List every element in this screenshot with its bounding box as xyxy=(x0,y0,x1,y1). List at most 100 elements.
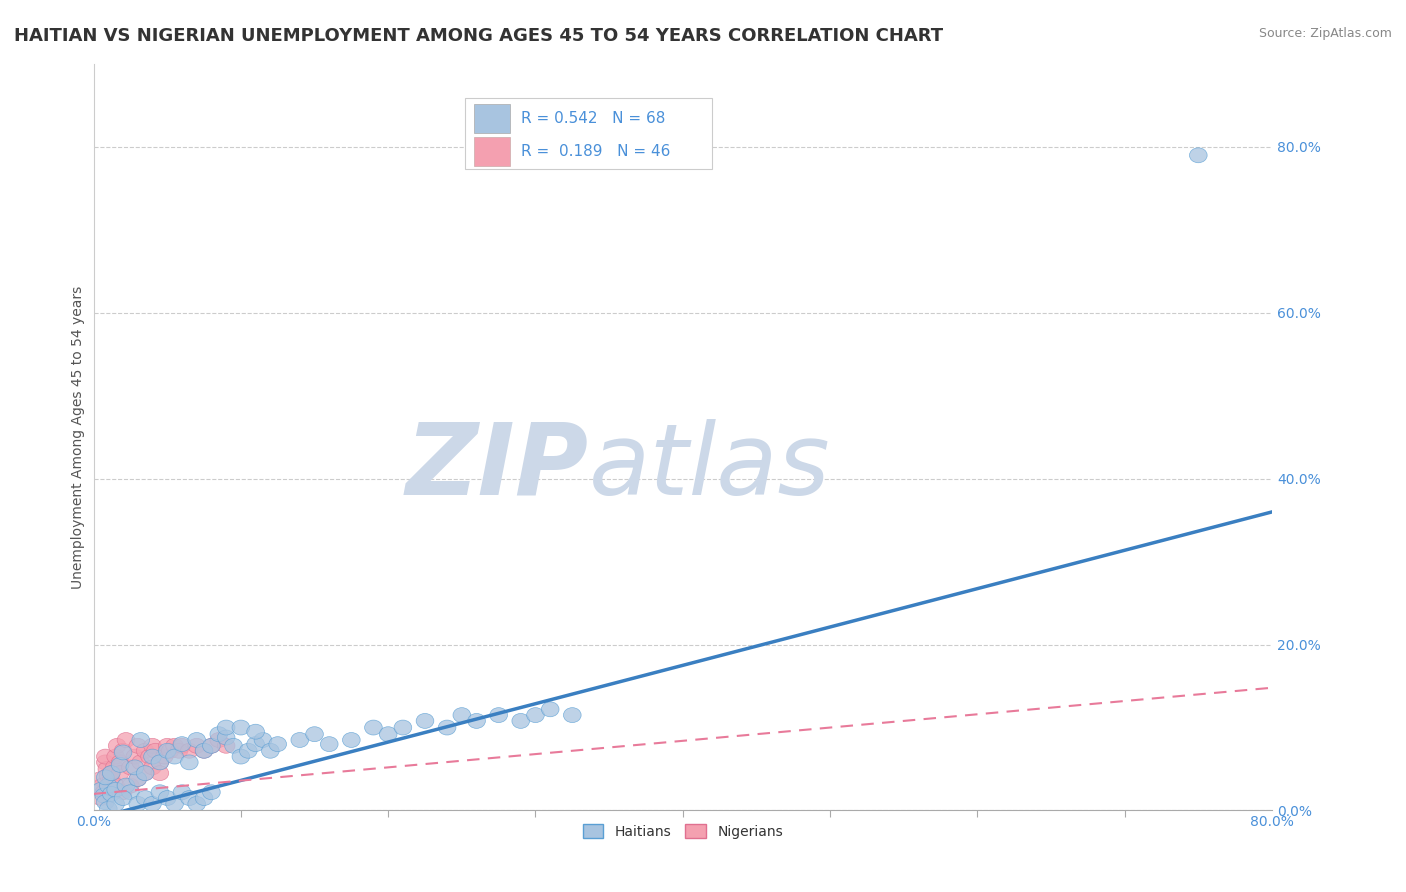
Ellipse shape xyxy=(114,745,132,760)
Ellipse shape xyxy=(166,749,183,764)
Text: HAITIAN VS NIGERIAN UNEMPLOYMENT AMONG AGES 45 TO 54 YEARS CORRELATION CHART: HAITIAN VS NIGERIAN UNEMPLOYMENT AMONG A… xyxy=(14,27,943,45)
Ellipse shape xyxy=(150,755,169,770)
Ellipse shape xyxy=(180,755,198,770)
Ellipse shape xyxy=(94,778,111,793)
Ellipse shape xyxy=(527,707,544,723)
Ellipse shape xyxy=(111,765,129,780)
Ellipse shape xyxy=(173,785,191,800)
Ellipse shape xyxy=(136,765,155,780)
Ellipse shape xyxy=(103,787,120,801)
Ellipse shape xyxy=(121,785,139,800)
Ellipse shape xyxy=(100,801,117,816)
Ellipse shape xyxy=(107,778,125,793)
Ellipse shape xyxy=(394,720,412,735)
Ellipse shape xyxy=(173,737,191,752)
Ellipse shape xyxy=(188,739,205,753)
Ellipse shape xyxy=(107,782,125,797)
Ellipse shape xyxy=(305,727,323,741)
Ellipse shape xyxy=(202,785,221,800)
Ellipse shape xyxy=(114,743,132,758)
Ellipse shape xyxy=(136,765,155,780)
Ellipse shape xyxy=(93,772,110,787)
Ellipse shape xyxy=(143,797,162,812)
Ellipse shape xyxy=(232,720,250,735)
Ellipse shape xyxy=(108,739,127,753)
Ellipse shape xyxy=(111,757,129,772)
FancyBboxPatch shape xyxy=(465,97,713,169)
Ellipse shape xyxy=(136,790,155,805)
Ellipse shape xyxy=(468,714,485,729)
Ellipse shape xyxy=(143,760,162,775)
Ellipse shape xyxy=(162,743,179,758)
Ellipse shape xyxy=(159,790,176,805)
Ellipse shape xyxy=(114,790,132,805)
Ellipse shape xyxy=(218,739,235,753)
Ellipse shape xyxy=(416,714,434,729)
Ellipse shape xyxy=(321,737,337,752)
Ellipse shape xyxy=(218,720,235,735)
Ellipse shape xyxy=(156,749,173,764)
Ellipse shape xyxy=(209,727,228,741)
Ellipse shape xyxy=(121,778,139,793)
Ellipse shape xyxy=(195,790,212,805)
Ellipse shape xyxy=(143,739,162,753)
Ellipse shape xyxy=(97,795,114,810)
Ellipse shape xyxy=(111,755,129,770)
Ellipse shape xyxy=(129,739,146,753)
Ellipse shape xyxy=(107,749,125,764)
Ellipse shape xyxy=(202,739,221,753)
Ellipse shape xyxy=(489,707,508,723)
Ellipse shape xyxy=(195,743,212,758)
Ellipse shape xyxy=(173,739,191,753)
Ellipse shape xyxy=(114,785,132,800)
Ellipse shape xyxy=(150,765,169,780)
Ellipse shape xyxy=(129,772,146,787)
Ellipse shape xyxy=(262,743,280,758)
Ellipse shape xyxy=(117,732,135,747)
Text: atlas: atlas xyxy=(589,418,830,516)
Ellipse shape xyxy=(121,760,139,775)
Ellipse shape xyxy=(127,760,143,775)
Ellipse shape xyxy=(1189,148,1208,162)
Ellipse shape xyxy=(97,770,114,785)
Ellipse shape xyxy=(180,790,198,805)
Ellipse shape xyxy=(225,739,242,753)
Ellipse shape xyxy=(117,778,135,793)
Ellipse shape xyxy=(512,714,530,729)
Y-axis label: Unemployment Among Ages 45 to 54 years: Unemployment Among Ages 45 to 54 years xyxy=(72,285,86,589)
Ellipse shape xyxy=(269,737,287,752)
Ellipse shape xyxy=(129,772,146,787)
Ellipse shape xyxy=(247,724,264,739)
Text: R = 0.542   N = 68: R = 0.542 N = 68 xyxy=(522,111,665,126)
Ellipse shape xyxy=(202,739,221,753)
Ellipse shape xyxy=(93,790,110,805)
Ellipse shape xyxy=(159,739,176,753)
Ellipse shape xyxy=(103,765,120,780)
Ellipse shape xyxy=(209,732,228,747)
Ellipse shape xyxy=(141,749,159,764)
Ellipse shape xyxy=(166,739,183,753)
Ellipse shape xyxy=(103,772,120,787)
Ellipse shape xyxy=(564,707,581,723)
Ellipse shape xyxy=(103,765,120,780)
Ellipse shape xyxy=(247,737,264,752)
FancyBboxPatch shape xyxy=(474,137,509,166)
Ellipse shape xyxy=(218,730,235,745)
Ellipse shape xyxy=(150,755,169,770)
Ellipse shape xyxy=(100,768,117,783)
Ellipse shape xyxy=(97,755,114,770)
Ellipse shape xyxy=(127,749,143,764)
Text: ZIP: ZIP xyxy=(405,418,589,516)
Ellipse shape xyxy=(254,732,271,747)
Ellipse shape xyxy=(364,720,382,735)
Ellipse shape xyxy=(453,707,471,723)
Text: Source: ZipAtlas.com: Source: ZipAtlas.com xyxy=(1258,27,1392,40)
Ellipse shape xyxy=(97,749,114,764)
Ellipse shape xyxy=(98,762,115,776)
Ellipse shape xyxy=(343,732,360,747)
Ellipse shape xyxy=(232,749,250,764)
Legend: Haitians, Nigerians: Haitians, Nigerians xyxy=(576,819,789,845)
Ellipse shape xyxy=(439,720,456,735)
Ellipse shape xyxy=(136,743,155,758)
Ellipse shape xyxy=(105,760,124,775)
